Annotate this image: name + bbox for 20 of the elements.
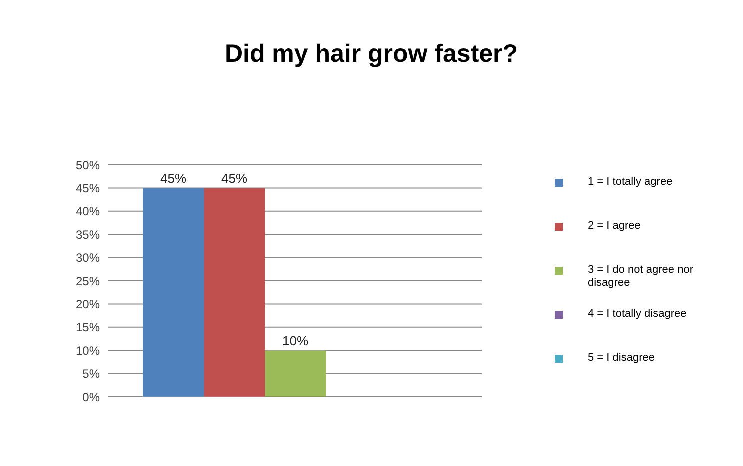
y-tick-label: 0%	[82, 390, 100, 404]
y-tick-label: 50%	[76, 158, 100, 172]
y-tick-label: 10%	[76, 344, 100, 358]
y-tick-label: 30%	[76, 251, 100, 266]
legend-label: 1 = I totally agree	[588, 176, 674, 189]
legend-label: 5 = I disagree	[588, 352, 656, 365]
y-tick-label: 35%	[76, 228, 100, 242]
legend-label: 2 = I agree	[588, 220, 642, 233]
data-label: 45%	[221, 171, 248, 186]
legend-label: 3 = I do not agree nor disagree	[588, 264, 694, 290]
y-tick-label: 5%	[82, 367, 100, 382]
data-label: 45%	[160, 171, 187, 186]
data-label: 10%	[282, 334, 309, 349]
y-tick-label: 40%	[76, 204, 100, 219]
chart-title: Did my hair grow faster?	[224, 40, 520, 69]
y-tick-label: 25%	[76, 274, 100, 288]
legend-label: 4 = I totally disagree	[588, 308, 688, 321]
y-tick-label: 45%	[76, 181, 100, 196]
y-tick-label: 15%	[76, 320, 100, 335]
y-tick-label: 20%	[76, 297, 100, 312]
